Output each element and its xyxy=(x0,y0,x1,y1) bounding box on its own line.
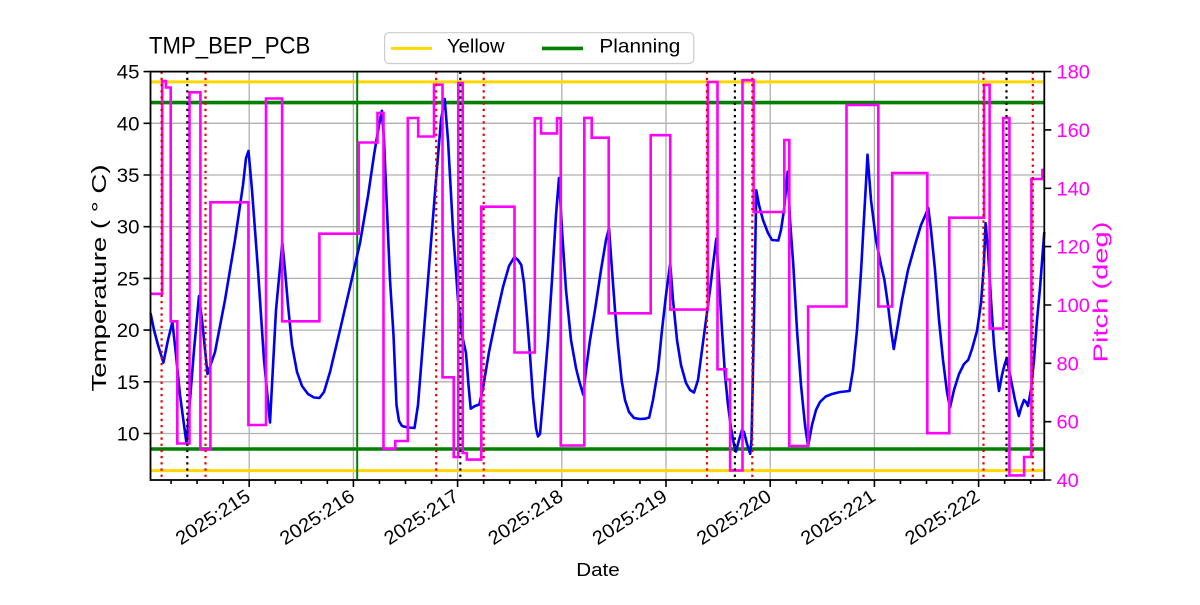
svg-text:180: 180 xyxy=(1057,63,1090,84)
svg-text:10: 10 xyxy=(117,425,140,446)
svg-text:Yellow: Yellow xyxy=(447,36,506,58)
svg-text:TMP_BEP_PCB: TMP_BEP_PCB xyxy=(149,33,310,60)
svg-text:30: 30 xyxy=(117,218,140,239)
svg-text:Date: Date xyxy=(576,559,619,580)
svg-text:120: 120 xyxy=(1057,238,1090,259)
svg-text:100: 100 xyxy=(1057,296,1090,317)
svg-text:Temperature ( ° C): Temperature ( ° C) xyxy=(88,165,111,392)
svg-text:40: 40 xyxy=(117,114,140,135)
svg-text:45: 45 xyxy=(117,63,140,84)
svg-text:20: 20 xyxy=(117,321,140,342)
svg-text:60: 60 xyxy=(1057,413,1079,434)
svg-text:Pitch (deg): Pitch (deg) xyxy=(1090,222,1113,363)
svg-text:25: 25 xyxy=(117,269,140,290)
svg-text:140: 140 xyxy=(1057,179,1090,200)
svg-text:40: 40 xyxy=(1057,471,1079,492)
svg-text:160: 160 xyxy=(1057,121,1090,142)
svg-text:35: 35 xyxy=(117,166,140,187)
svg-text:15: 15 xyxy=(117,373,140,394)
svg-text:Planning: Planning xyxy=(599,36,680,58)
svg-text:80: 80 xyxy=(1057,354,1079,375)
